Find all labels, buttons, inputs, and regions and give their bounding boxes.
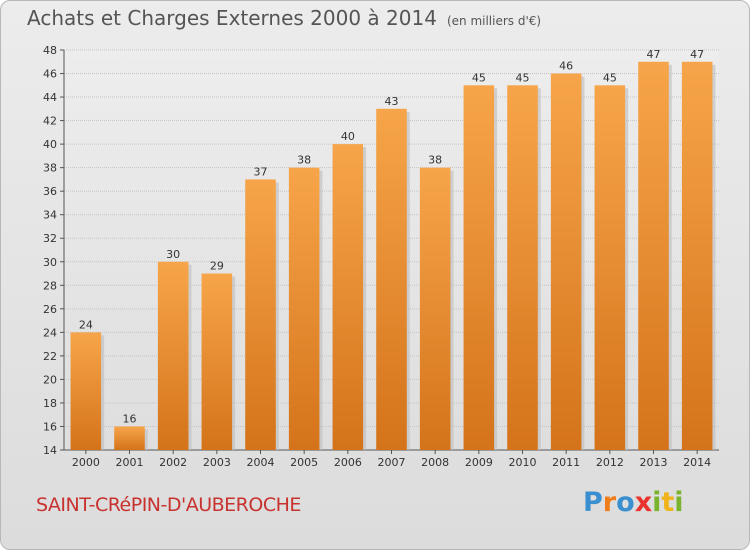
y-tick-label: 36 — [43, 185, 57, 198]
y-tick-label: 22 — [43, 350, 57, 363]
x-tick-label-2010: 2010 — [509, 456, 537, 469]
x-tick-label-2011: 2011 — [552, 456, 580, 469]
y-tick-label: 44 — [43, 91, 57, 104]
data-label-2001: 16 — [123, 412, 137, 425]
data-label-2004: 37 — [254, 165, 268, 178]
bar-2013 — [638, 61, 669, 450]
logo-letter: x — [634, 487, 653, 518]
logo-letter: i — [674, 487, 684, 518]
data-label-2007: 43 — [385, 95, 399, 108]
x-tick-label-2009: 2009 — [465, 456, 493, 469]
bar-2000 — [70, 332, 102, 450]
data-label-2006: 40 — [341, 130, 355, 143]
x-tick-label-2003: 2003 — [203, 456, 231, 469]
y-tick-label: 42 — [43, 115, 57, 128]
x-tick-label-2008: 2008 — [421, 456, 449, 469]
y-tick-label: 38 — [43, 162, 57, 175]
bar-2014 — [681, 61, 713, 450]
logo-letter: o — [616, 487, 635, 518]
logo-letter: i — [652, 487, 662, 518]
x-tick-label-2006: 2006 — [334, 456, 362, 469]
x-tick-label-2001: 2001 — [116, 456, 144, 469]
commune-name: SAINT-CRéPIN-D'AUBEROCHE — [36, 494, 301, 516]
logo-letter: P — [583, 487, 603, 518]
chart-unit: (en milliers d'€) — [446, 14, 542, 28]
x-tick-label-2007: 2007 — [378, 456, 406, 469]
y-tick-label: 32 — [43, 232, 57, 245]
data-label-2010: 45 — [516, 71, 530, 84]
bar-2006 — [332, 144, 364, 450]
y-tick-label: 40 — [43, 138, 57, 151]
y-tick-label: 16 — [43, 420, 57, 433]
y-tick-label: 14 — [43, 444, 57, 457]
data-label-2003: 29 — [210, 260, 224, 273]
x-tick-label-2004: 2004 — [247, 456, 275, 469]
logo-letter: r — [602, 487, 617, 518]
y-tick-label: 26 — [43, 303, 57, 316]
y-tick-label: 28 — [43, 279, 57, 292]
bar-2005 — [288, 167, 320, 450]
data-label-2005: 38 — [297, 154, 311, 167]
x-tick-label-2012: 2012 — [596, 456, 624, 469]
y-tick-label: 20 — [43, 373, 57, 386]
bar-2004 — [245, 179, 276, 451]
data-label-2012: 45 — [603, 71, 617, 84]
data-label-2000: 24 — [79, 318, 93, 331]
proxiti-logo: Proxiti — [583, 487, 684, 518]
bar-2011 — [550, 73, 582, 450]
x-tick-label-2002: 2002 — [159, 456, 187, 469]
bar-2002 — [157, 261, 189, 450]
bar-2007 — [376, 108, 407, 450]
x-tick-label-2000: 2000 — [72, 456, 100, 469]
y-tick-label: 24 — [43, 326, 57, 339]
x-tick-label-2013: 2013 — [640, 456, 668, 469]
data-label-2008: 38 — [428, 154, 442, 167]
bar-2010 — [507, 85, 538, 450]
data-label-2014: 47 — [690, 48, 704, 61]
x-tick-label-2014: 2014 — [683, 456, 711, 469]
bars — [70, 61, 716, 451]
bar-2012 — [594, 85, 626, 450]
y-tick-label: 48 — [43, 44, 57, 57]
y-tick-label: 46 — [43, 68, 57, 81]
data-labels: 24 16 30 29 37 38 40 43 38 45 45 46 45 47 47 — [79, 48, 704, 426]
data-label-2009: 45 — [472, 71, 486, 84]
chart-title: Achats et Charges Externes 2000 à 2014 (e… — [27, 6, 541, 30]
y-tick-label: 18 — [43, 397, 57, 410]
data-label-2002: 30 — [166, 248, 180, 261]
y-tick-label: 34 — [43, 209, 57, 222]
x-tick-label-2005: 2005 — [290, 456, 318, 469]
y-tick-label: 30 — [43, 256, 57, 269]
bar-2009 — [463, 85, 495, 450]
chart-title-text: Achats et Charges Externes 2000 à 2014 — [27, 6, 437, 30]
logo-letter: t — [661, 487, 675, 518]
data-label-2011: 46 — [559, 60, 573, 73]
bar-2001 — [114, 426, 145, 450]
bar-2008 — [419, 167, 451, 450]
data-label-2013: 47 — [647, 48, 661, 61]
bar-2003 — [201, 273, 233, 450]
